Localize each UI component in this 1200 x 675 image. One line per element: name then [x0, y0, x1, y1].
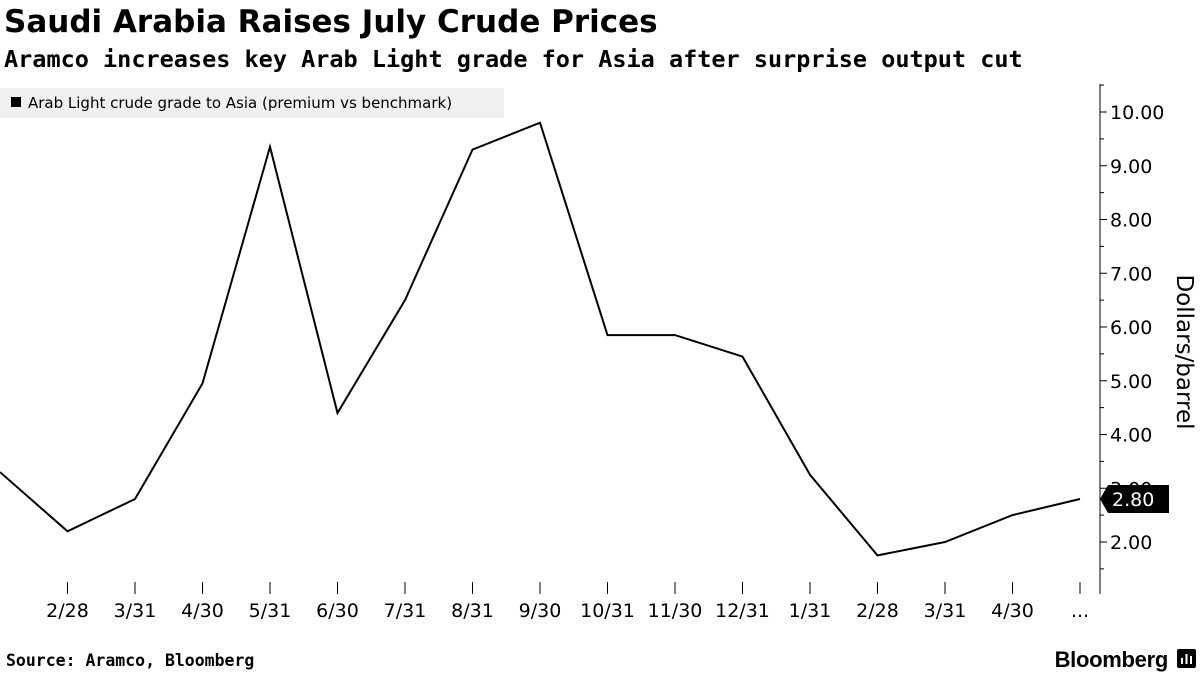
x-tick-label: 2/28	[856, 600, 899, 622]
last-value-label: 2.80	[1112, 489, 1154, 511]
legend-box	[0, 88, 504, 118]
last-value-badge	[1100, 485, 1169, 513]
x-tick-label: 5/31	[249, 600, 292, 622]
x-tick-label: 2/28	[46, 600, 89, 622]
y-tick-label: 2.00	[1110, 532, 1152, 554]
y-tick-label: 5.00	[1110, 371, 1152, 393]
chart-title: Saudi Arabia Raises July Crude Prices	[4, 4, 658, 40]
x-tick-label: 8/31	[451, 600, 494, 622]
source-note: Source: Aramco, Bloomberg	[6, 651, 255, 670]
y-tick-label: 4.00	[1110, 425, 1152, 447]
x-tick-label: 9/30	[519, 600, 562, 622]
y-tick-label: 10.00	[1110, 102, 1164, 124]
y-tick-label: 8.00	[1110, 210, 1152, 232]
x-tick-label: 6/30	[316, 600, 359, 622]
x-tick-label: 4/30	[181, 600, 224, 622]
x-tick-label: 3/31	[924, 600, 967, 622]
x-tick-label: 11/30	[648, 600, 703, 622]
chart-subtitle: Aramco increases key Arab Light grade fo…	[4, 45, 1023, 73]
x-tick-label: 1/31	[789, 600, 832, 622]
x-tick-label: 3/31	[114, 600, 157, 622]
line-chart: 2.003.004.005.006.007.008.009.0010.002/2…	[0, 84, 1197, 622]
x-tick-label: 10/31	[580, 600, 635, 622]
x-tick-label: ...	[1071, 600, 1089, 622]
series-line-arab-light	[0, 121, 1081, 557]
y-tick-label: 7.00	[1110, 263, 1152, 285]
x-tick-label: 12/31	[715, 600, 770, 622]
y-tick-label: 9.00	[1110, 156, 1152, 178]
x-tick-label: 7/31	[384, 600, 427, 622]
y-axis-label: Dollars/barrel	[1171, 274, 1197, 429]
x-tick-label: 4/30	[991, 600, 1034, 622]
legend-label: Arab Light crude grade to Asia (premium …	[28, 94, 452, 112]
y-tick-label: 6.00	[1110, 317, 1152, 339]
bloomberg-mark-icon	[1177, 649, 1196, 668]
bloomberg-logo: Bloomberg	[1054, 647, 1169, 672]
legend-swatch	[11, 97, 21, 107]
